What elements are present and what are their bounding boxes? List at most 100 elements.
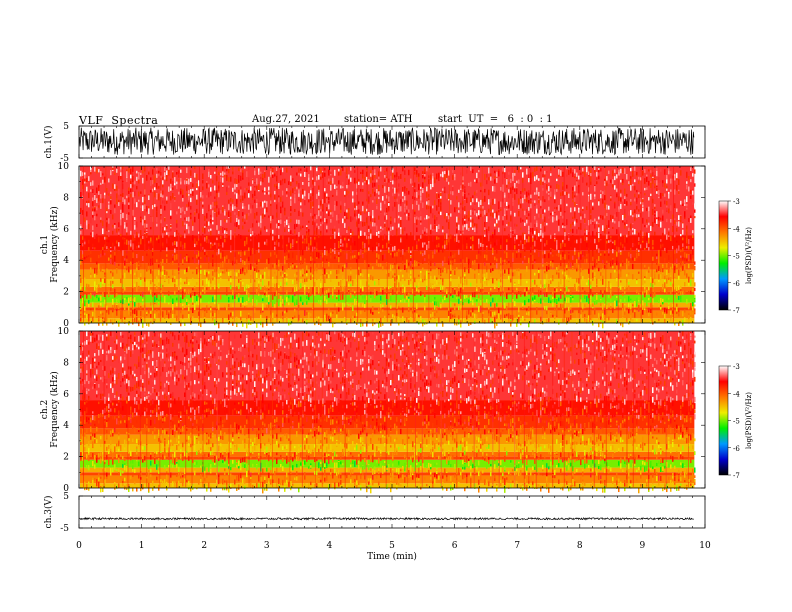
- ch2-spectrogram-streak: [159, 332, 161, 487]
- figure-title: VLF Spectra: [79, 114, 159, 127]
- ch2-spectrogram-streak: [248, 332, 250, 487]
- ch2-spectrogram-streak: [473, 332, 475, 487]
- ch2-spectrogram-streak: [523, 332, 525, 487]
- ch1-spectrogram-streak: [617, 167, 619, 322]
- ch1-spectrogram-streak: [395, 167, 397, 322]
- ch2-spectrogram-ylabel-channel: ch.2: [40, 400, 50, 419]
- ch2-spectrogram-streak: [492, 332, 494, 487]
- colorbar-tick-label: -4: [733, 225, 740, 233]
- ch2-spectrogram-streak: [415, 332, 416, 487]
- y-tick-label: 6: [63, 225, 69, 235]
- ch1-waveform-ylabel: ch.1(V): [43, 126, 54, 159]
- ch2-spectrogram-streak: [535, 332, 537, 487]
- ch2-spectrogram-streak: [301, 332, 303, 487]
- ch2-spectrogram-streak: [440, 332, 442, 487]
- ch1-spectrogram-streak: [345, 167, 347, 322]
- ch2-spectrogram-band: [80, 451, 695, 457]
- ch2-spectrogram-band: [80, 459, 695, 468]
- y-tick-label: 0: [63, 484, 69, 494]
- x-axis-label: Time (min): [367, 551, 417, 562]
- ch2-spectrogram-streak: [365, 332, 367, 487]
- ch2-spectrogram-streak: [321, 332, 323, 487]
- ch3-waveform-trace: [79, 516, 695, 521]
- ch2-spectrogram-streak: [260, 332, 262, 487]
- ch2-spectrogram-band: [80, 472, 695, 476]
- ch2-spectrogram-streak: [563, 332, 565, 487]
- ch2-spectrogram-streak: [191, 332, 193, 487]
- ch1-spectrogram-streak: [640, 167, 642, 322]
- ch1-spectrogram-streak: [252, 167, 254, 322]
- colorbar-tick-label: -4: [733, 390, 740, 398]
- ch1-spectrogram-streak: [276, 167, 278, 322]
- ch2-spectrogram-streak: [202, 332, 204, 487]
- colorbar-tick-label: -6: [733, 445, 740, 453]
- ch1-spectrogram-streak: [132, 167, 133, 322]
- ch2-spectrogram-streak: [216, 332, 218, 487]
- ch2-spectrogram-streak: [185, 332, 187, 487]
- ch2-spectrogram-colorbar: [718, 365, 729, 476]
- ch1-spectrogram-streak: [651, 167, 653, 322]
- ch1-spectrogram-colorbar-label: log(PSD)(V²/Hz): [745, 227, 753, 284]
- ch1-spectrogram-streak: [605, 167, 607, 322]
- ch1-spectrogram-streak: [152, 167, 154, 322]
- y-tick-label: 10: [58, 327, 70, 337]
- ch2-spectrogram-streak: [421, 332, 423, 487]
- colorbar-tick-label: -3: [733, 198, 740, 206]
- x-tick-label: 5: [389, 541, 395, 551]
- ch1-spectrogram-streak: [428, 167, 430, 322]
- ch1-spectrogram-streak: [366, 167, 368, 322]
- ch2-spectrogram-streak: [103, 332, 105, 487]
- colorbar-tick-label: -7: [733, 472, 740, 480]
- ch2-spectrogram-streak: [228, 332, 230, 487]
- ch1-spectrogram-streak: [83, 167, 84, 322]
- ch1-spectrogram-streak: [121, 167, 123, 322]
- colorbar-tick-label: -6: [733, 280, 740, 288]
- x-tick-label: 8: [577, 541, 583, 551]
- ch1-spectrogram-ylabel-channel: ch.1: [40, 235, 50, 254]
- colorbar-tick-label: -7: [733, 307, 740, 315]
- ch2-spectrogram-streak: [552, 332, 554, 487]
- ch1-spectrogram-streak: [541, 167, 543, 322]
- observation-date: Aug.27, 2021: [252, 114, 320, 125]
- x-tick-label: 6: [452, 541, 458, 551]
- ch1-spectrogram-streak: [412, 167, 414, 322]
- ch1-spectrogram-streak: [579, 167, 581, 322]
- ch2-spectrogram-streak: [406, 332, 408, 487]
- ch2-spectrogram-band: [80, 456, 695, 460]
- ch3-waveform-frame: [78, 495, 706, 529]
- ch2-spectrogram-streak: [385, 332, 387, 487]
- ch1-spectrogram-streak: [215, 167, 217, 322]
- ch2-spectrogram-streak: [289, 332, 291, 487]
- ch1-spectrogram-streak: [144, 167, 146, 322]
- y-tick-label: 4: [63, 421, 69, 431]
- ch2-spectrogram-streak: [127, 332, 129, 487]
- ch1-spectrogram-ylabel-frequency: Frequency (kHz): [49, 206, 60, 283]
- ch1-waveform-trace: [79, 127, 695, 156]
- ch1-spectrogram-streak: [673, 167, 674, 322]
- ch2-spectrogram-streak: [648, 332, 650, 487]
- x-tick-label: 10: [699, 541, 711, 551]
- ch2-spectrogram-streak: [272, 332, 273, 487]
- ch1-spectrogram-streak: [563, 167, 565, 322]
- ch2-spectrogram-band: [80, 475, 695, 484]
- y-tick-label: 5: [63, 492, 69, 502]
- ch1-spectrogram-streak: [313, 167, 315, 322]
- colorbar-tick-label: -5: [733, 253, 740, 261]
- ch2-spectrogram-streak: [315, 332, 317, 487]
- ch2-spectrogram-streak: [498, 332, 500, 487]
- ch2-spectrogram-colorbar-label: log(PSD)(V²/Hz): [745, 392, 753, 449]
- ch2-spectrogram-streak: [605, 332, 607, 487]
- colorbar-tick-label: -5: [733, 418, 740, 426]
- y-tick-label: 4: [63, 256, 69, 266]
- y-tick-label: -5: [60, 524, 69, 534]
- x-tick-label: 0: [76, 541, 82, 551]
- ch1-spectrogram-streak: [589, 167, 590, 322]
- ch1-spectrogram-streak: [234, 167, 236, 322]
- y-tick-label: 8: [63, 193, 69, 203]
- ch1-spectrogram-streak: [297, 167, 299, 322]
- x-tick-label: 3: [264, 541, 270, 551]
- ch2-spectrogram-streak: [169, 332, 171, 487]
- x-tick-label: 9: [640, 541, 646, 551]
